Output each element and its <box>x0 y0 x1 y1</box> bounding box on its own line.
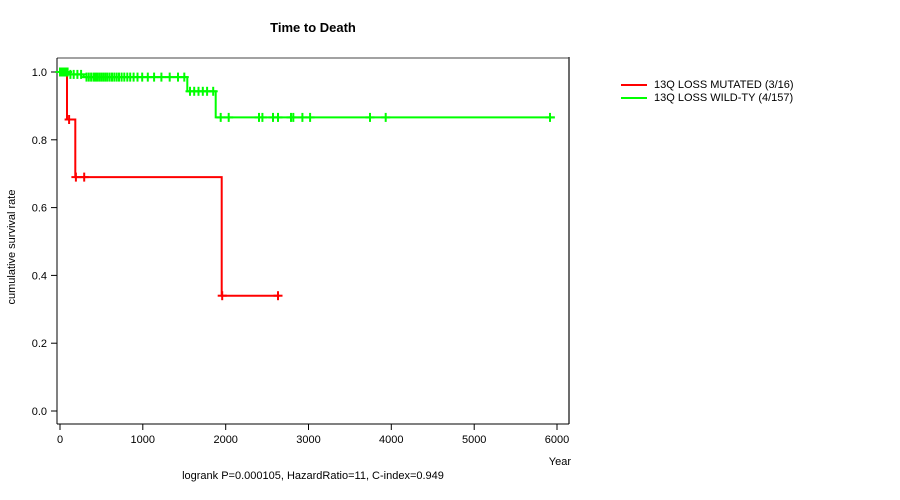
legend-item-mutated: 13Q LOSS MUTATED (3/16) <box>621 78 794 92</box>
x-tick-label: 3000 <box>296 434 320 446</box>
legend-label: 13Q LOSS MUTATED (3/16) <box>654 78 794 91</box>
x-tick-label: 6000 <box>545 434 569 446</box>
legend-line-green <box>621 97 647 100</box>
y-tick-label: 0.6 <box>32 203 47 215</box>
x-axis-label: Year <box>548 456 571 468</box>
y-tick-label: 0.0 <box>32 406 47 418</box>
legend-line-red <box>621 83 647 86</box>
legend-item-wildtype: 13Q LOSS WILD-TY (4/157) <box>621 92 794 106</box>
y-tick-label: 1.0 <box>32 67 47 79</box>
y-tick-label: 0.2 <box>32 338 47 350</box>
x-axis: 0 1000 2000 3000 4000 5000 6000 <box>57 424 569 446</box>
survival-curve-mutated <box>60 71 283 301</box>
x-tick-label: 4000 <box>379 434 403 446</box>
survival-curve-wildtype <box>55 67 555 122</box>
step-line <box>60 71 280 297</box>
chart-title: Time to Death <box>270 20 356 35</box>
y-tick-label: 0.8 <box>32 135 47 147</box>
x-tick-label: 2000 <box>213 434 237 446</box>
plot-box <box>56 57 570 425</box>
x-tick-label: 5000 <box>462 434 486 446</box>
x-tick-label: 1000 <box>131 434 155 446</box>
x-tick-label: 0 <box>57 434 63 446</box>
y-axis: 1.0 0.8 0.6 0.4 0.2 0.0 <box>32 67 57 418</box>
stats-annotation: logrank P=0.000105, HazardRatio=11, C-in… <box>182 470 444 482</box>
legend: 13Q LOSS MUTATED (3/16) 13Q LOSS WILD-TY… <box>621 78 794 105</box>
y-tick-label: 0.4 <box>32 270 47 282</box>
legend-label: 13Q LOSS WILD-TY (4/157) <box>654 92 794 105</box>
